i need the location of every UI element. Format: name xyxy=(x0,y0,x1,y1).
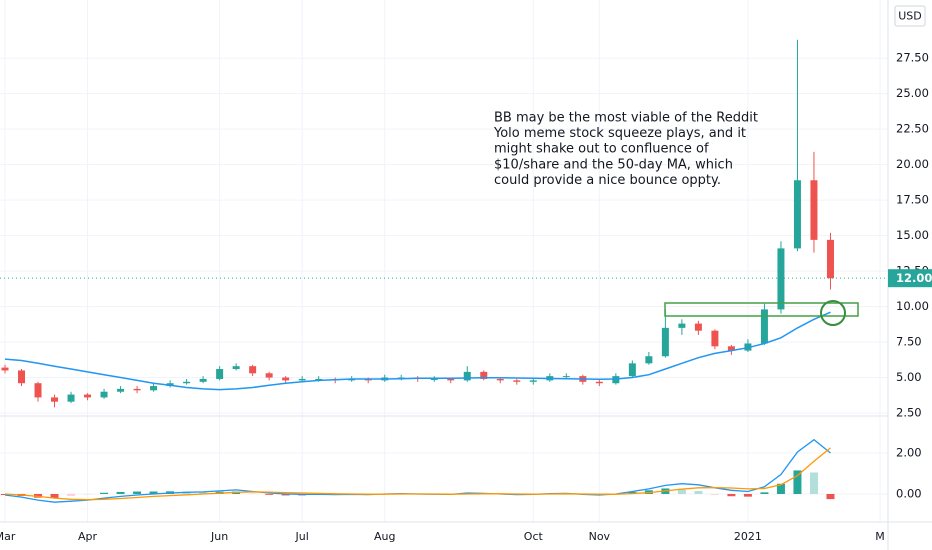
candle-body xyxy=(826,239,834,279)
x-tick-label: Nov xyxy=(589,530,611,543)
y-tick-label: 17.50 xyxy=(896,193,929,207)
y-tick-label: 2.50 xyxy=(896,406,922,420)
candle-body xyxy=(496,378,504,381)
last-price-box xyxy=(888,269,932,288)
y-tick-label: 25.00 xyxy=(896,86,929,100)
histogram-bar xyxy=(793,470,802,494)
y-tick-label: 22.50 xyxy=(896,122,929,136)
y-tick-label: 0.00 xyxy=(896,486,922,500)
y-tick-label: 15.00 xyxy=(896,228,929,242)
y-tick-label: 10.00 xyxy=(896,299,929,313)
candle-body xyxy=(694,323,702,331)
histogram-bar xyxy=(809,472,818,494)
candle-body xyxy=(645,356,653,364)
histogram-bar xyxy=(677,488,686,494)
support-zone xyxy=(664,302,859,317)
y-tick-label: 2.00 xyxy=(896,446,922,460)
candle-body xyxy=(480,371,488,379)
currency-box[interactable] xyxy=(894,5,926,27)
candle-body xyxy=(727,346,735,351)
annotation: could provide a nice bounce oppty. xyxy=(494,173,721,188)
candle-body xyxy=(529,380,537,382)
candle-body xyxy=(562,376,570,378)
candle-body xyxy=(793,180,801,249)
y-tick-label: 27.50 xyxy=(896,51,929,65)
axis-labels: Mar Apr Jun Jul Aug Oct Nov 2021 M 2.50 5.00 7.50 10… xyxy=(0,51,932,543)
candle-body xyxy=(711,330,719,347)
x-tick-label: Jul xyxy=(295,530,309,543)
candle-body xyxy=(447,378,455,381)
annotation: $10/share and the 50-day MA, which xyxy=(494,157,733,172)
moving-average xyxy=(4,311,831,391)
candle-body xyxy=(430,378,438,380)
x-tick-label: Apr xyxy=(78,530,98,543)
candle-body xyxy=(661,327,669,357)
y-tick-label: 20.00 xyxy=(896,157,929,171)
candle-body xyxy=(67,394,75,402)
x-tick-label: Oct xyxy=(524,530,544,543)
histogram-bar xyxy=(826,493,835,500)
candle-body xyxy=(34,383,42,398)
y-tick-label: 7.50 xyxy=(896,335,922,349)
histogram-bar xyxy=(100,492,109,494)
histogram-bar xyxy=(694,490,703,494)
annotation: might shake out to confluence of xyxy=(494,142,709,157)
grid xyxy=(0,0,888,522)
histogram-bar xyxy=(760,492,769,494)
y-tick-label: 5.00 xyxy=(896,370,922,384)
candle-body xyxy=(249,366,257,374)
candle-body xyxy=(678,323,686,328)
candle-body xyxy=(51,397,59,402)
last-price-label: 12.00 xyxy=(896,271,932,285)
candle-body xyxy=(117,388,125,392)
candle-body xyxy=(760,309,768,344)
x-tick-label: Mar xyxy=(0,530,16,543)
candle-body xyxy=(282,377,290,381)
histogram-bar xyxy=(67,493,76,496)
candle-body xyxy=(513,380,521,382)
currency[interactable]: USD xyxy=(898,10,922,23)
candle-body xyxy=(463,371,471,381)
candle-body xyxy=(100,391,108,398)
x-tick-label: Jun xyxy=(210,530,228,543)
histogram-bar xyxy=(265,493,274,495)
candle-body xyxy=(183,381,191,384)
candle-body xyxy=(18,370,26,384)
histogram-bar xyxy=(116,491,125,494)
candle-body xyxy=(628,363,636,377)
candle-body xyxy=(232,366,240,370)
histogram-bar xyxy=(149,491,158,494)
macd-line xyxy=(4,447,831,501)
candle-body xyxy=(777,248,785,310)
histogram-bar xyxy=(133,491,142,494)
candle-body xyxy=(84,394,92,398)
histogram-bar xyxy=(281,493,290,496)
histogram-bar xyxy=(50,493,59,499)
x-tick-label: Aug xyxy=(374,530,395,543)
plot: BB may be the most viable of the RedditY… xyxy=(0,39,888,503)
candle-body xyxy=(315,378,323,380)
candle-body xyxy=(216,369,224,379)
candle-body xyxy=(298,378,306,381)
x-tick-label: 2021 xyxy=(734,530,762,543)
candle-body xyxy=(810,180,818,240)
histogram-bar xyxy=(776,483,785,494)
candle-body xyxy=(265,373,273,378)
histogram-bar xyxy=(727,493,736,497)
highlight-circle xyxy=(820,300,846,326)
histogram-bar xyxy=(199,491,208,494)
candle-body xyxy=(150,386,158,391)
histogram-bar xyxy=(743,493,752,497)
annotation: BB may be the most viable of the Reddit xyxy=(494,111,758,126)
candle-body xyxy=(199,378,207,382)
x-tick-label: M xyxy=(875,530,885,543)
candle-body xyxy=(133,388,141,391)
annotation: Yolo meme stock squeeze plays, and it xyxy=(493,126,746,141)
candle-body xyxy=(1,367,9,371)
candle-body xyxy=(595,381,603,384)
